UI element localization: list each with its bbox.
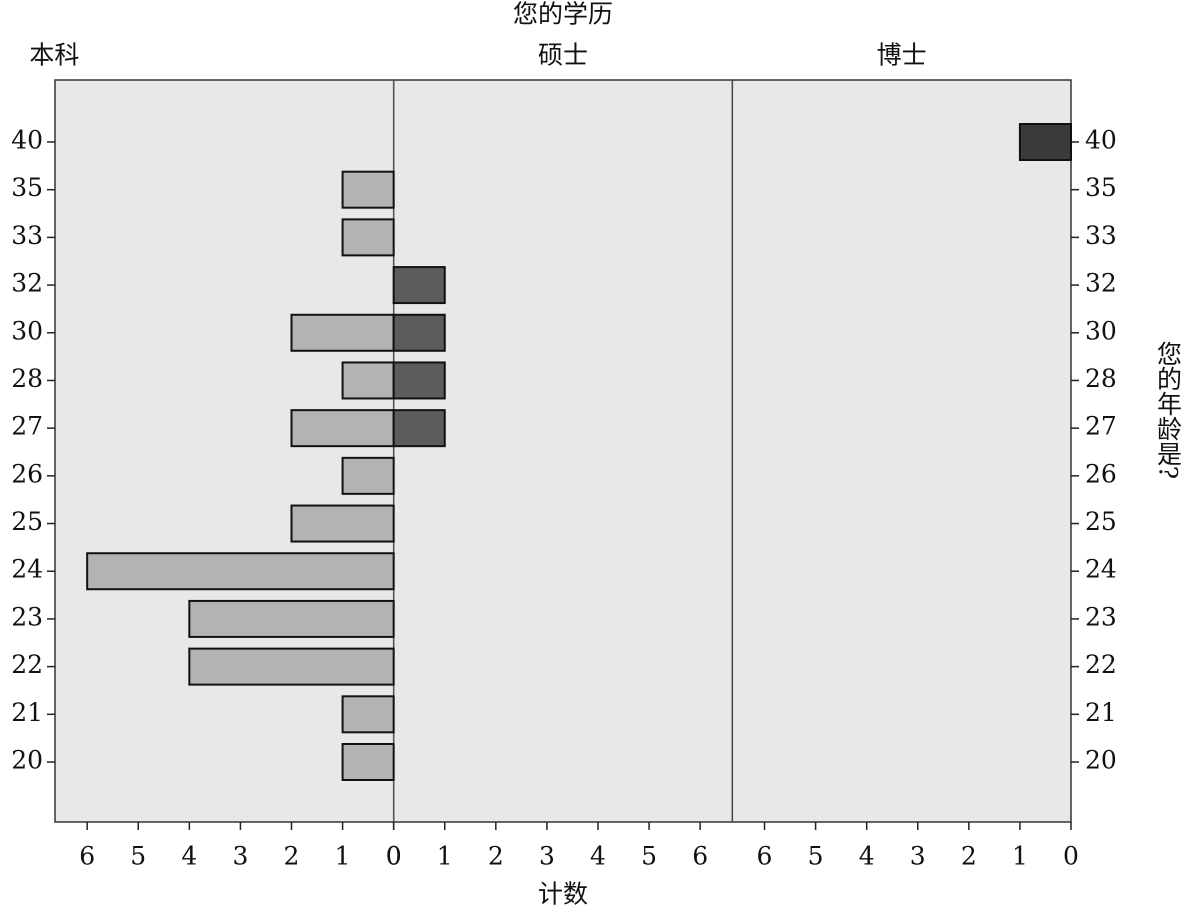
x-tick-label: 1 <box>335 842 351 871</box>
bar <box>341 361 395 400</box>
bar <box>341 456 395 495</box>
y-tick-label: 22 <box>1085 650 1117 679</box>
bar <box>188 599 395 638</box>
x-tick-label: 0 <box>386 842 402 871</box>
y-tick-label: 27 <box>1085 412 1117 441</box>
bar <box>290 313 395 352</box>
y-tick-label: 25 <box>1085 507 1117 536</box>
y-tick-label: 22 <box>11 650 43 679</box>
bar <box>86 552 395 591</box>
bar <box>392 313 446 352</box>
y-tick-label: 32 <box>11 269 43 298</box>
y-tick-label: 30 <box>11 316 43 345</box>
y-tick-label: 40 <box>11 126 43 155</box>
y-tick-label: 23 <box>11 602 43 631</box>
y-tick-label: 24 <box>11 555 43 584</box>
x-tick-label: 5 <box>130 842 146 871</box>
y-tick-label: 24 <box>1085 555 1117 584</box>
bar <box>341 170 395 209</box>
y-tick-label: 23 <box>1085 602 1117 631</box>
y-tick-label: 33 <box>1085 221 1117 250</box>
x-tick-label: 3 <box>232 842 248 871</box>
bar <box>392 266 446 305</box>
x-tick-label: 3 <box>910 842 926 871</box>
x-tick-label: 1 <box>1012 842 1028 871</box>
panel-header: 博士 <box>877 41 927 70</box>
x-tick-label: 3 <box>539 842 555 871</box>
y-tick-label: 40 <box>1085 126 1117 155</box>
y-tick-label: 33 <box>11 221 43 250</box>
bar <box>290 409 395 448</box>
bar <box>341 743 395 781</box>
y-tick-label: 32 <box>1085 269 1117 298</box>
bar <box>341 695 395 734</box>
x-tick-label: 2 <box>488 842 504 871</box>
bar <box>290 504 395 543</box>
y-tick-label: 27 <box>11 412 43 441</box>
x-tick-label: 5 <box>808 842 824 871</box>
y-tick-label: 26 <box>11 459 43 488</box>
x-tick-label: 1 <box>437 842 453 871</box>
y-tick-label: 26 <box>1085 459 1117 488</box>
y-tick-label: 25 <box>11 507 43 536</box>
plot-background <box>54 79 1072 823</box>
y-tick-label: 28 <box>1085 364 1117 393</box>
y-tick-label: 21 <box>11 698 43 727</box>
y-tick-label: 35 <box>11 173 43 202</box>
y-tick-label: 30 <box>1085 316 1117 345</box>
x-axis-label: 计数 <box>538 880 588 909</box>
y-tick-label: 20 <box>1085 746 1117 775</box>
y-tick-label: 21 <box>1085 698 1117 727</box>
bar <box>1018 123 1073 161</box>
bar <box>392 409 446 448</box>
x-tick-label: 2 <box>284 842 300 871</box>
x-tick-label: 6 <box>79 842 95 871</box>
x-tick-label: 5 <box>641 842 657 871</box>
y-tick-label: 28 <box>11 364 43 393</box>
y-axis-label: 您的年龄是? <box>1154 341 1183 479</box>
x-tick-label: 6 <box>757 842 773 871</box>
panel-header: 硕士 <box>538 41 588 70</box>
x-tick-label: 0 <box>386 842 402 871</box>
chart-title: 您的学历 <box>513 0 613 29</box>
x-tick-label: 2 <box>961 842 977 871</box>
bar <box>188 647 395 686</box>
y-tick-label: 35 <box>1085 173 1117 202</box>
x-tick-label: 4 <box>590 842 606 871</box>
x-tick-label: 0 <box>1063 842 1079 871</box>
x-tick-label: 4 <box>859 842 875 871</box>
x-tick-label: 6 <box>692 842 708 871</box>
x-tick-label: 4 <box>181 842 197 871</box>
panel-header: 本科 <box>29 41 79 70</box>
bar <box>341 218 395 257</box>
y-tick-label: 20 <box>11 746 43 775</box>
bar <box>392 361 446 400</box>
